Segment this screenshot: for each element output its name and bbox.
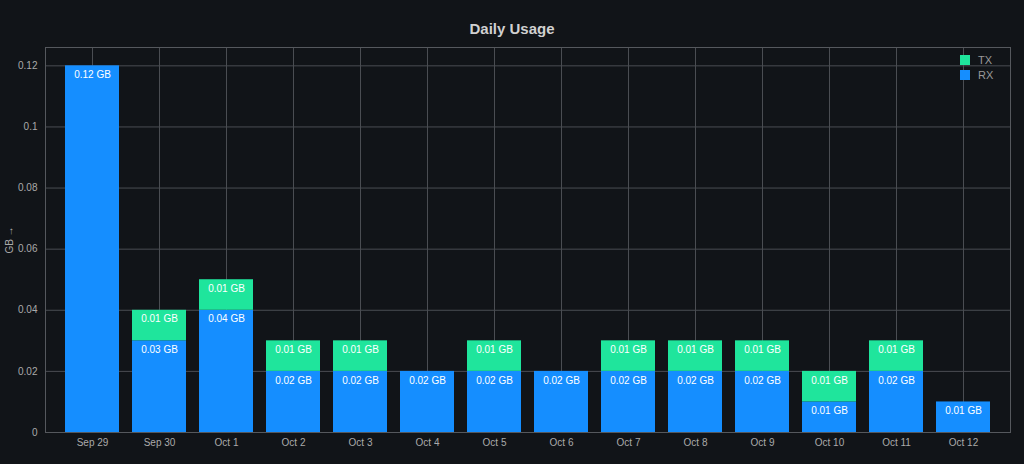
svg-text:0.12: 0.12: [18, 60, 38, 71]
html-text:TX: TX: [978, 53, 993, 66]
svg-text:0.02 GB: 0.02 GB: [409, 375, 446, 386]
svg-text:0.02 GB: 0.02 GB: [878, 375, 915, 386]
svg-text:0.02 GB: 0.02 GB: [543, 375, 580, 386]
svg-text:Oct 6: Oct 6: [550, 437, 574, 448]
svg-text:0.01 GB: 0.01 GB: [275, 344, 312, 355]
svg-text:0.01 GB: 0.01 GB: [945, 405, 982, 416]
svg-text:Oct 10: Oct 10: [815, 437, 845, 448]
svg-text:GB →: GB →: [4, 226, 15, 253]
svg-text:0.01 GB: 0.01 GB: [476, 344, 513, 355]
svg-text:Oct 2: Oct 2: [282, 437, 306, 448]
svg-text:Sep 30: Sep 30: [144, 437, 176, 448]
svg-text:0.02 GB: 0.02 GB: [610, 375, 647, 386]
svg-text:0.06: 0.06: [18, 243, 38, 254]
svg-text:0.02 GB: 0.02 GB: [476, 375, 513, 386]
svg-text:0.12 GB: 0.12 GB: [74, 69, 111, 80]
svg-text:0: 0: [32, 427, 38, 438]
svg-text:0.02 GB: 0.02 GB: [744, 375, 781, 386]
svg-text:0.01 GB: 0.01 GB: [811, 375, 848, 386]
svg-text:Oct 1: Oct 1: [215, 437, 239, 448]
svg-text:Oct 8: Oct 8: [684, 437, 708, 448]
svg-text:0.04 GB: 0.04 GB: [208, 313, 245, 324]
svg-text:Oct 12: Oct 12: [949, 437, 979, 448]
svg-text:Oct 9: Oct 9: [751, 437, 775, 448]
svg-text:Oct 4: Oct 4: [416, 437, 440, 448]
svg-text:Oct 5: Oct 5: [483, 437, 507, 448]
svg-text:Oct 11: Oct 11: [882, 437, 911, 448]
svg-text:0.01 GB: 0.01 GB: [141, 313, 178, 324]
svg-text:0.01 GB: 0.01 GB: [878, 344, 915, 355]
svg-text:0.02 GB: 0.02 GB: [677, 375, 714, 386]
svg-text:0.01 GB: 0.01 GB: [677, 344, 714, 355]
svg-text:Oct 3: Oct 3: [349, 437, 373, 448]
svg-text:0.1: 0.1: [24, 121, 38, 132]
svg-text:Oct 7: Oct 7: [617, 437, 641, 448]
svg-text:0.02 GB: 0.02 GB: [342, 375, 379, 386]
svg-text:Sep 29: Sep 29: [77, 437, 109, 448]
svg-text:0.08: 0.08: [18, 182, 38, 193]
svg-text:0.01 GB: 0.01 GB: [610, 344, 647, 355]
svg-text:0.01 GB: 0.01 GB: [208, 283, 245, 294]
svg-text:0.01 GB: 0.01 GB: [744, 344, 781, 355]
svg-text:0.04: 0.04: [18, 304, 38, 315]
svg-text:0.02 GB: 0.02 GB: [275, 375, 312, 386]
html-text:RX: RX: [978, 68, 994, 81]
svg-text:0.03 GB: 0.03 GB: [141, 344, 178, 355]
svg-text:0.01 GB: 0.01 GB: [342, 344, 379, 355]
svg-text:0.01 GB: 0.01 GB: [811, 405, 848, 416]
html-text:Daily Usage: Daily Usage: [469, 20, 555, 37]
svg-text:0.02: 0.02: [18, 366, 38, 377]
